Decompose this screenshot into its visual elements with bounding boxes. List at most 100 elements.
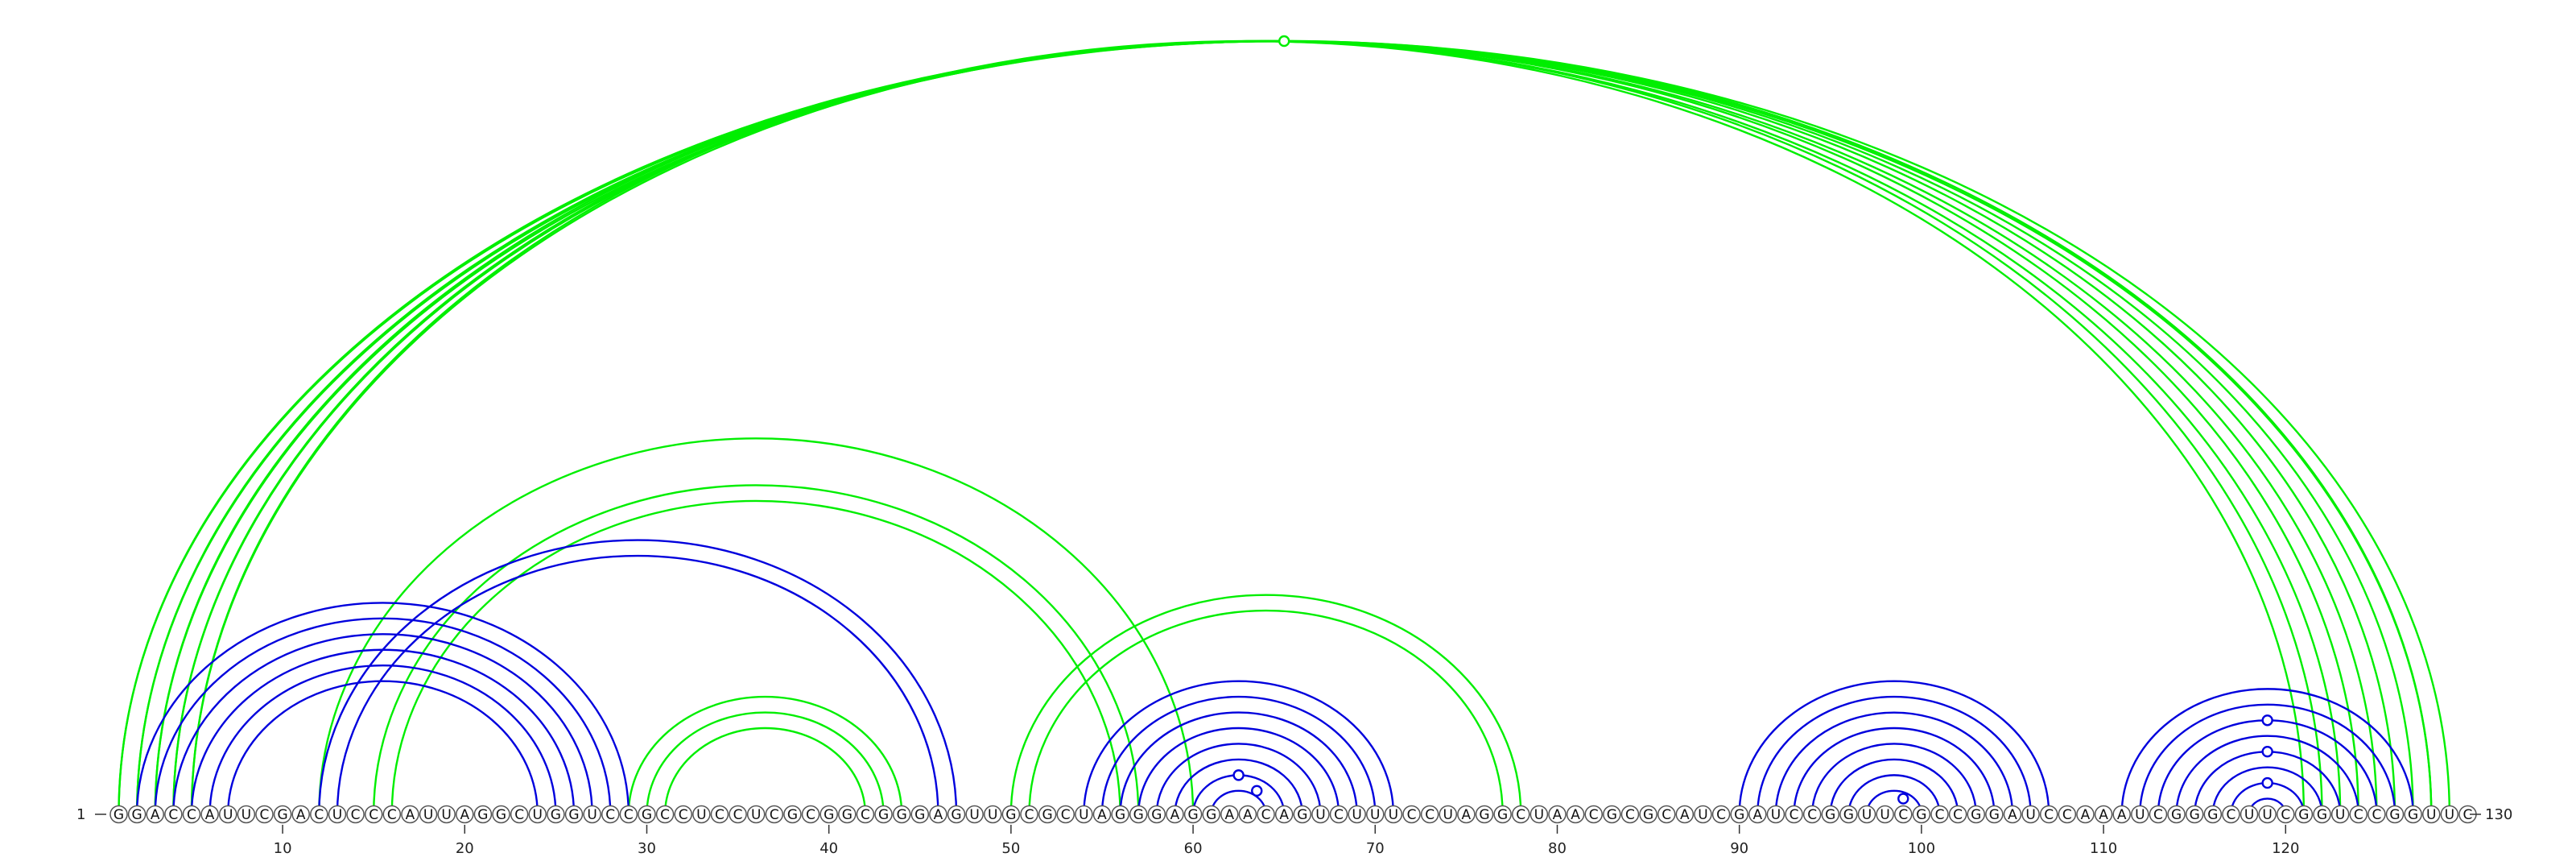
nucleotide-letter: U bbox=[1370, 807, 1380, 823]
outer-base-pair-arc bbox=[190, 39, 2306, 815]
nucleotide-circle bbox=[1129, 805, 1148, 824]
nucleotide-letter: G bbox=[2408, 807, 2418, 823]
nucleotide-letter: G bbox=[277, 807, 287, 823]
nucleotide-circle bbox=[2149, 805, 2168, 824]
nucleotide-circle bbox=[746, 805, 766, 824]
nucleotide-letter: G bbox=[2389, 807, 2400, 823]
nucleotide-letter: U bbox=[969, 807, 979, 823]
nucleotide-letter: G bbox=[1971, 807, 1981, 823]
nucleotide-letter: G bbox=[1005, 807, 1016, 823]
nucleotide-letter: A bbox=[934, 807, 943, 823]
nucleotide: A bbox=[146, 805, 164, 824]
nucleotide-letter: U bbox=[332, 807, 342, 823]
nucleotide-circle bbox=[2258, 805, 2277, 824]
nucleotide: C bbox=[1802, 805, 1822, 824]
nucleotide-letter: A bbox=[151, 807, 160, 823]
nucleotide: G bbox=[1202, 805, 1220, 824]
nucleotide: U bbox=[965, 805, 984, 824]
nucleotide-letter: U bbox=[223, 807, 233, 823]
nucleotide: G bbox=[892, 805, 911, 824]
nucleotide-letter: U bbox=[1698, 807, 1707, 823]
nucleotide-letter: G bbox=[568, 807, 579, 823]
inner-base-pair-arc bbox=[190, 648, 576, 815]
nucleotide: U bbox=[2258, 805, 2277, 824]
nucleotide-letter: U bbox=[696, 807, 706, 823]
nucleotide-circle bbox=[2277, 805, 2295, 824]
nucleotide: G bbox=[1038, 805, 1057, 824]
nucleotide-letter: C bbox=[861, 807, 870, 823]
nucleotide-letter: C bbox=[387, 807, 397, 823]
nucleotide-letter: U bbox=[423, 807, 433, 823]
nucleotide-letter: C bbox=[733, 807, 743, 823]
nucleotide-letter: A bbox=[1752, 807, 1762, 823]
nucleotide: G bbox=[2167, 805, 2186, 824]
nucleotide: U bbox=[1075, 805, 1093, 824]
nucleotide-circle bbox=[1384, 805, 1403, 824]
nucleotide: G bbox=[547, 805, 565, 824]
nucleotide-circle bbox=[109, 805, 128, 824]
nucleotide-circle bbox=[2112, 805, 2131, 824]
axis-tick-label: 60 bbox=[1184, 840, 1203, 857]
nucleotide-circle bbox=[1202, 805, 1220, 824]
nucleotide: C bbox=[1894, 805, 1913, 824]
nucleotide-letter: C bbox=[1935, 807, 1945, 823]
nucleotide-letter: C bbox=[1662, 807, 1671, 823]
nucleotide-circle bbox=[1420, 805, 1439, 824]
nucleotide: A bbox=[2076, 805, 2095, 824]
inner-arc-marker bbox=[2261, 776, 2273, 789]
nucleotide: A bbox=[1548, 805, 1567, 824]
nucleotide: C bbox=[364, 805, 383, 824]
nucleotide-letter: G bbox=[2298, 807, 2309, 823]
nucleotide-circle bbox=[1584, 805, 1603, 824]
axis-tick-label: 90 bbox=[1730, 840, 1748, 857]
nucleotide-circle bbox=[1766, 805, 1785, 824]
nucleotide-letter: G bbox=[1607, 807, 1617, 823]
nucleotide-circle bbox=[874, 805, 893, 824]
nucleotide: U bbox=[1876, 805, 1894, 824]
inner-base-pair-arc bbox=[1793, 727, 1996, 815]
nucleotide-letter: G bbox=[1989, 807, 2000, 823]
nucleotide-letter: U bbox=[2335, 807, 2345, 823]
nucleotide-circle bbox=[1530, 805, 1549, 824]
nucleotide: G bbox=[910, 805, 930, 824]
nucleotide: C bbox=[2039, 805, 2058, 824]
nucleotide: U bbox=[1311, 805, 1330, 824]
nucleotide-letter: G bbox=[1734, 807, 1744, 823]
nucleotide-circle bbox=[273, 805, 292, 824]
axis-tick-label: 20 bbox=[456, 840, 474, 857]
nucleotide: C bbox=[1420, 805, 1439, 824]
nucleotide-circle bbox=[692, 805, 711, 824]
nucleotide-circle bbox=[1821, 805, 1840, 824]
nucleotide: C bbox=[164, 805, 183, 824]
inner-base-pair-arc bbox=[208, 664, 557, 815]
nucleotide-circle bbox=[1075, 805, 1093, 824]
nucleotide: C bbox=[601, 805, 620, 824]
nucleotide: C bbox=[1785, 805, 1803, 824]
inner-base-pair-arc bbox=[1757, 695, 2032, 815]
nucleotide: U bbox=[583, 805, 601, 824]
nucleotide-circle bbox=[547, 805, 565, 824]
nucleotide-letter: A bbox=[1462, 807, 1472, 823]
nucleotide-circle bbox=[1711, 805, 1731, 824]
nucleotide-letter: C bbox=[514, 807, 524, 823]
nucleotide-circle bbox=[1166, 805, 1184, 824]
axis-tick-label: 40 bbox=[819, 840, 838, 857]
nucleotide: C bbox=[346, 805, 365, 824]
nucleotide-circle bbox=[2385, 805, 2405, 824]
nucleotide-letter: C bbox=[1407, 807, 1417, 823]
nucleotide-letter: A bbox=[1170, 807, 1180, 823]
nucleotide: G bbox=[783, 805, 802, 824]
nucleotide-letter: U bbox=[2445, 807, 2454, 823]
nucleotide-letter: A bbox=[1224, 807, 1234, 823]
nucleotide-letter: U bbox=[2262, 807, 2272, 823]
nucleotide-letter: G bbox=[132, 807, 142, 823]
nucleotide-circle bbox=[255, 805, 274, 824]
nucleotide: A bbox=[1675, 805, 1695, 824]
nucleotide-letter: G bbox=[551, 807, 561, 823]
nucleotide-letter: C bbox=[1716, 807, 1726, 823]
nucleotide-circle bbox=[237, 805, 256, 824]
nucleotide-letter: C bbox=[369, 807, 378, 823]
nucleotide-circle bbox=[1639, 805, 1657, 824]
inner-base-pair-arc bbox=[1155, 743, 1322, 815]
nucleotide-letter: A bbox=[2008, 807, 2017, 823]
